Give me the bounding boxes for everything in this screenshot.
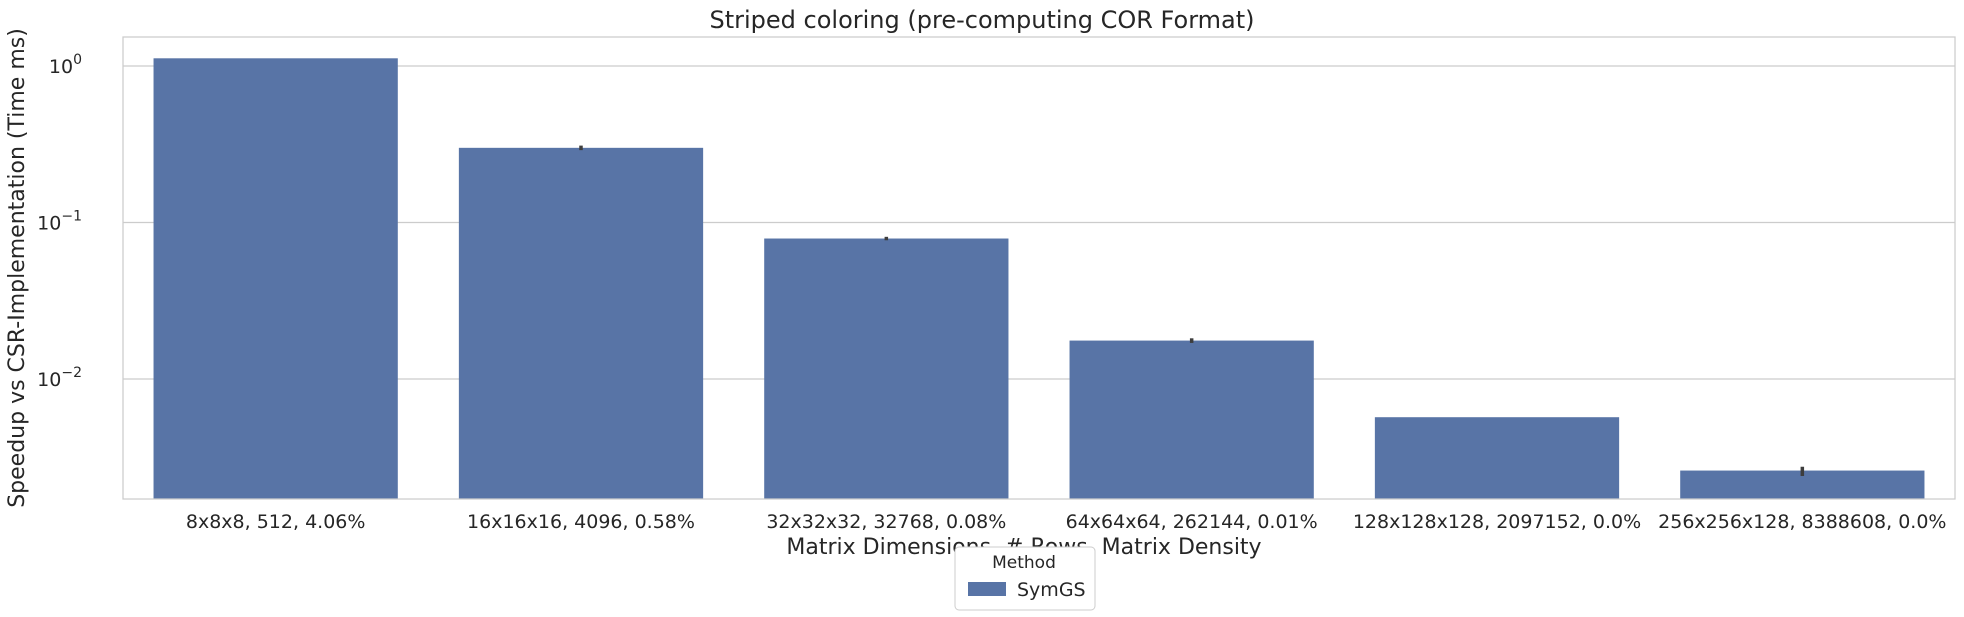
y-tick-label: 10−1 <box>37 209 82 235</box>
x-tick-label: 16x16x16, 4096, 0.58% <box>467 511 695 533</box>
bar <box>1069 340 1314 499</box>
x-tick-label: 256x256x128, 8388608, 0.0% <box>1658 511 1946 533</box>
bar <box>458 147 704 500</box>
legend-title: Method <box>992 553 1056 573</box>
bars <box>153 58 1925 500</box>
legend-label-symgs: SymGS <box>1017 579 1086 601</box>
bar <box>764 238 1009 499</box>
x-tick-labels: 8x8x8, 512, 4.06% 16x16x16, 4096, 0.58% 32… <box>186 511 1947 533</box>
legend-swatch <box>968 582 1006 596</box>
y-axis-title: Speedup vs CSR-Implementation (Time ms) <box>5 28 30 508</box>
x-tick-label: 32x32x32, 32768, 0.08% <box>766 511 1006 533</box>
legend: Method SymGS <box>954 546 1096 611</box>
plot-frame <box>122 36 1956 500</box>
y-tick-label: 10−2 <box>37 365 82 391</box>
bar <box>153 58 398 500</box>
x-tick-label: 64x64x64, 262144, 0.01% <box>1066 511 1318 533</box>
y-tick-label: 100 <box>49 52 82 78</box>
bar <box>1374 417 1620 499</box>
y-tick-labels: 100 10−1 10−2 <box>37 52 82 391</box>
x-tick-label: 8x8x8, 512, 4.06% <box>186 511 366 533</box>
grid-lines <box>123 65 1955 380</box>
x-tick-label: 128x128x128, 2097152, 0.0% <box>1353 511 1641 533</box>
chart-title: Striped coloring (pre-computing COR Form… <box>710 6 1255 34</box>
